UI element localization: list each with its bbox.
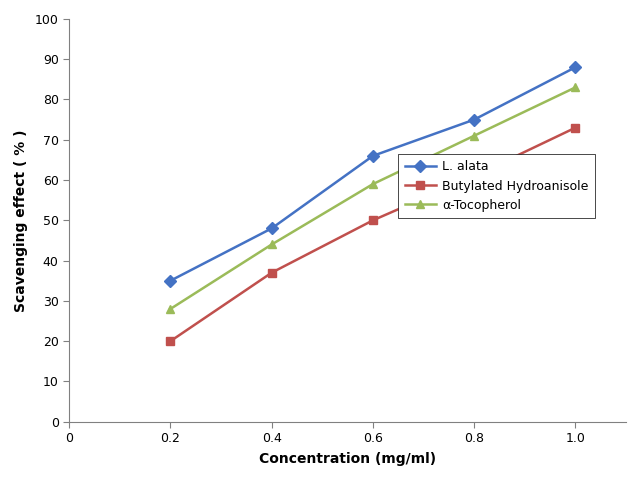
X-axis label: Concentration (mg/ml): Concentration (mg/ml) [259, 452, 436, 466]
L. alata [268, 226, 275, 231]
L. alata [166, 278, 174, 284]
α-Tocopherol [572, 84, 579, 90]
L. alata [572, 64, 579, 70]
Butylated Hydroanisole [166, 338, 174, 344]
Butylated Hydroanisole [572, 125, 579, 131]
Line: Butylated Hydroanisole: Butylated Hydroanisole [166, 123, 580, 345]
α-Tocopherol [369, 181, 377, 187]
α-Tocopherol [166, 306, 174, 312]
L. alata [470, 117, 478, 122]
α-Tocopherol [268, 241, 275, 247]
Line: L. alata: L. alata [166, 63, 580, 285]
Butylated Hydroanisole [470, 173, 478, 179]
Legend: L. alata, Butylated Hydroanisole, α-Tocopherol: L. alata, Butylated Hydroanisole, α-Toco… [399, 154, 595, 218]
Butylated Hydroanisole [369, 217, 377, 223]
Y-axis label: Scavenging effect ( % ): Scavenging effect ( % ) [14, 129, 28, 312]
Butylated Hydroanisole [268, 270, 275, 276]
L. alata [369, 153, 377, 159]
α-Tocopherol [470, 133, 478, 139]
Line: α-Tocopherol: α-Tocopherol [166, 83, 580, 313]
